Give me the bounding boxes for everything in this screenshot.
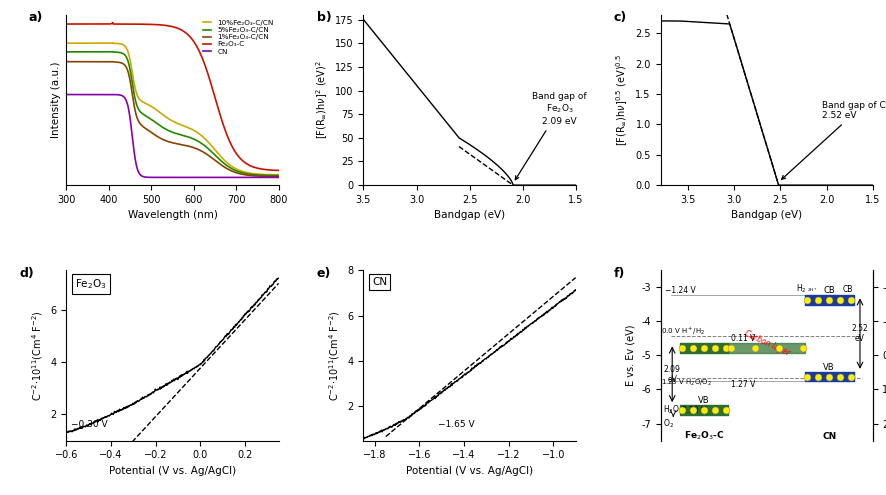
Text: CN: CN	[372, 277, 387, 287]
Y-axis label: [F(R$_\infty$)h$\nu$]$^{0.5}$ (eV)$^{0.5}$: [F(R$_\infty$)h$\nu$]$^{0.5}$ (eV)$^{0.5…	[614, 54, 630, 146]
Text: e): e)	[317, 267, 331, 280]
Text: −0.30 V: −0.30 V	[71, 420, 107, 429]
Text: −1.65 V: −1.65 V	[438, 420, 474, 429]
Text: 1.27 V: 1.27 V	[731, 381, 755, 390]
X-axis label: Wavelength (nm): Wavelength (nm)	[128, 210, 217, 220]
Text: 0.11 V: 0.11 V	[731, 334, 755, 343]
Text: Band gap of
Fe$_2$O$_3$
2.09 eV: Band gap of Fe$_2$O$_3$ 2.09 eV	[516, 92, 587, 180]
Text: Fe$_2$O$_3$: Fe$_2$O$_3$	[75, 277, 106, 291]
Text: Band gap of CN
2.52 eV: Band gap of CN 2.52 eV	[781, 101, 886, 179]
Text: −1.24 V: −1.24 V	[664, 286, 696, 295]
Text: Carbon layer: Carbon layer	[742, 329, 790, 357]
Text: c): c)	[614, 11, 627, 24]
Text: Fe$_2$O$_3$-C: Fe$_2$O$_3$-C	[684, 430, 724, 443]
Y-axis label: C$^{-2}$$\cdot$10$^{11}$(Cm$^{4}$ F$^{-2}$): C$^{-2}$$\cdot$10$^{11}$(Cm$^{4}$ F$^{-2…	[30, 310, 45, 401]
Text: 1.23 V H$_2$O/O$_2$: 1.23 V H$_2$O/O$_2$	[661, 378, 711, 388]
Text: 2.20 V: 2.20 V	[681, 406, 706, 415]
Text: $^{2H^+}$: $^{2H^+}$	[807, 287, 818, 293]
Text: b): b)	[317, 11, 331, 24]
Text: f): f)	[614, 267, 626, 280]
Text: 2.52
eV: 2.52 eV	[851, 324, 868, 344]
Y-axis label: Intensity (a.u.): Intensity (a.u.)	[51, 62, 61, 138]
Text: H$_2$O: H$_2$O	[663, 404, 680, 416]
Text: CB: CB	[843, 285, 853, 294]
Text: H$_2$: H$_2$	[797, 282, 807, 295]
Y-axis label: E vs. Ev (eV): E vs. Ev (eV)	[626, 325, 635, 386]
Legend: 10%Fe₂O₃-C/CN, 5%Fe₂O₃-C/CN, 1%Fe₂O₃-C/CN, Fe₂O₃-C, CN: 10%Fe₂O₃-C/CN, 5%Fe₂O₃-C/CN, 1%Fe₂O₃-C/C…	[201, 18, 275, 56]
X-axis label: Bandgap (eV): Bandgap (eV)	[731, 210, 802, 220]
X-axis label: Potential (V vs. Ag/AgCl): Potential (V vs. Ag/AgCl)	[109, 466, 236, 476]
Text: CB: CB	[823, 286, 835, 295]
Text: VB: VB	[698, 396, 710, 405]
Y-axis label: C$^{-2}$$\cdot$10$^{11}$(Cm$^{4}$ F$^{-2}$): C$^{-2}$$\cdot$10$^{11}$(Cm$^{4}$ F$^{-2…	[327, 310, 342, 401]
Text: CN: CN	[822, 432, 836, 441]
Y-axis label: [F(R$_\infty$)h$\nu$]$^2$ (eV)$^2$: [F(R$_\infty$)h$\nu$]$^2$ (eV)$^2$	[314, 60, 330, 140]
Text: 0.0 V H$^+$/H$_2$: 0.0 V H$^+$/H$_2$	[661, 325, 704, 337]
Text: a): a)	[28, 11, 43, 24]
Text: O$_2$: O$_2$	[663, 418, 673, 430]
Text: 2.09
eV: 2.09 eV	[664, 365, 680, 384]
Text: VB: VB	[823, 363, 835, 372]
X-axis label: Bandgap (eV): Bandgap (eV)	[434, 210, 505, 220]
Text: d): d)	[19, 267, 35, 280]
X-axis label: Potential (V vs. Ag/AgCl): Potential (V vs. Ag/AgCl)	[406, 466, 533, 476]
